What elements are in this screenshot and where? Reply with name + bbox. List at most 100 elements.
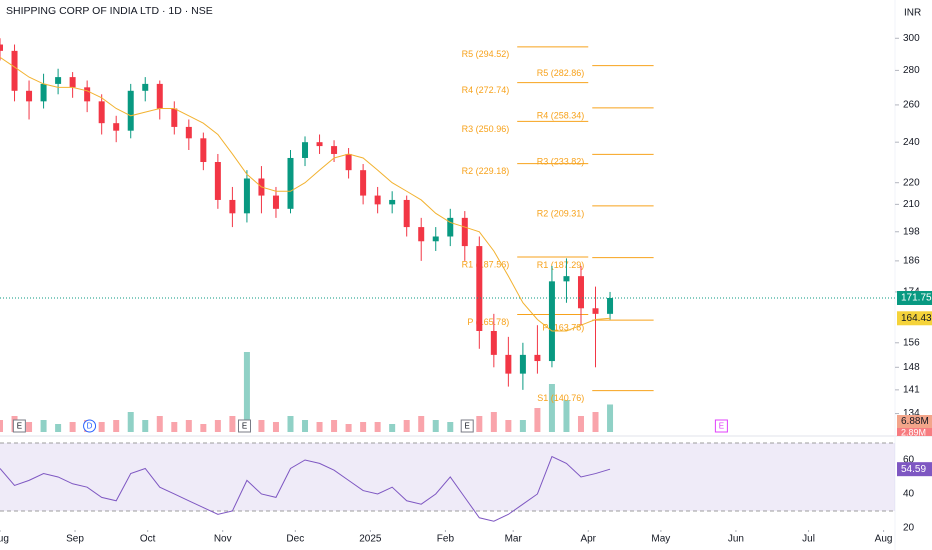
volume-bar [592, 412, 599, 432]
event-marker [12, 419, 26, 433]
candle-body [461, 217, 468, 247]
candle-body [476, 246, 483, 331]
y-tick-label: 280 [903, 65, 920, 76]
pivot-label: P (165.78) [467, 317, 509, 327]
y-tick-label: 260 [903, 100, 920, 111]
volume-bar [447, 422, 454, 432]
volume-bar [98, 422, 105, 432]
candle-body [287, 157, 294, 209]
volume-bar [389, 424, 396, 432]
event-label: E [719, 422, 724, 431]
volume-bar [519, 420, 526, 432]
candle-body [26, 90, 33, 102]
candle-body [345, 153, 352, 171]
y-tick-label: 300 [903, 33, 920, 44]
candle-body [200, 138, 207, 163]
candle-body [548, 281, 555, 362]
x-tick-label: Mar [505, 534, 523, 545]
candle-body [272, 195, 279, 209]
volume-bar [302, 420, 309, 432]
volume-bar [258, 420, 265, 432]
x-tick-label: Jun [728, 534, 744, 545]
volume-bar [142, 420, 149, 432]
candle-body [360, 170, 367, 196]
rsi-box [897, 462, 932, 477]
ma-box [897, 311, 932, 326]
pivot-label: R5 (294.52) [462, 49, 510, 59]
candle-body [389, 199, 396, 205]
event-marker [714, 419, 728, 433]
candle-body [534, 354, 541, 362]
volume-bar [26, 422, 33, 432]
pivot-label: S1 (140.76) [537, 393, 584, 403]
x-tick-label: Oct [140, 534, 156, 545]
volume-bar [345, 424, 352, 432]
event-label: D [87, 422, 93, 431]
candle-body [0, 44, 3, 51]
volume-bar [0, 420, 3, 432]
last-price-label: 171.75 [901, 293, 932, 304]
candle-body [229, 199, 236, 214]
event-label: E [242, 422, 247, 431]
chart-title: SHIPPING CORP OF INDIA LTD · 1D · NSE [6, 5, 213, 17]
volume-bar [418, 416, 425, 432]
candle-body [40, 83, 47, 102]
volume-bar [360, 422, 367, 432]
rsi-tick-label: 40 [903, 489, 915, 500]
y-tick-label: 156 [903, 337, 920, 348]
y-tick-label: 220 [903, 177, 920, 188]
pivot-label: R4 (272.74) [462, 85, 510, 95]
pivot-label: R5 (282.86) [537, 68, 585, 78]
pivot-label: R4 (258.34) [537, 110, 585, 120]
candle-body [316, 142, 323, 147]
volume-bar [113, 420, 120, 432]
candle-body [418, 227, 425, 242]
candle-body [302, 142, 309, 158]
volume-bar [563, 400, 570, 432]
candle-body [505, 354, 512, 374]
volume-bar [272, 422, 279, 432]
candle-body [156, 83, 163, 109]
candle-body [55, 77, 62, 84]
candle-body [432, 236, 439, 242]
volume-bar [374, 422, 381, 432]
volume-bar [40, 420, 47, 432]
y-tick-label: 134 [903, 408, 920, 419]
x-tick-label: Apr [580, 534, 596, 545]
pivot-label: R3 (233.82) [537, 157, 585, 167]
currency: INR [904, 8, 921, 19]
volume-box [897, 415, 932, 428]
candle-body [490, 330, 497, 355]
x-tick-label: Aug [0, 534, 9, 545]
x-tick-label: Nov [214, 534, 232, 545]
candle-body [519, 354, 526, 374]
rsi-tick-label: 60 [903, 455, 915, 466]
x-tick-label: Sep [66, 534, 84, 545]
volume-bar [432, 420, 439, 432]
candle-body [214, 162, 221, 200]
x-tick-label: Feb [437, 534, 455, 545]
volume-bar [127, 412, 134, 432]
rsi-tick-label: 20 [903, 523, 915, 534]
volume-avg-box [897, 428, 932, 436]
candle-body [185, 126, 192, 139]
event-marker [460, 419, 474, 433]
event-label: E [17, 422, 22, 431]
candle-body [374, 195, 381, 205]
pivot-label: R2 (209.31) [537, 208, 585, 218]
candle-body [607, 297, 614, 314]
volume-avg-label: 2.89M [901, 427, 926, 437]
volume-bar [69, 422, 76, 432]
candle-body [171, 108, 178, 127]
volume-bar [534, 408, 541, 432]
y-tick-label: 210 [903, 199, 920, 210]
volume-bar [548, 384, 555, 432]
volume-bar [229, 416, 236, 432]
candle-body [592, 308, 599, 314]
y-tick-label: 186 [903, 256, 920, 267]
ma-label: 164.43 [901, 313, 932, 324]
volume-bar [243, 352, 250, 432]
